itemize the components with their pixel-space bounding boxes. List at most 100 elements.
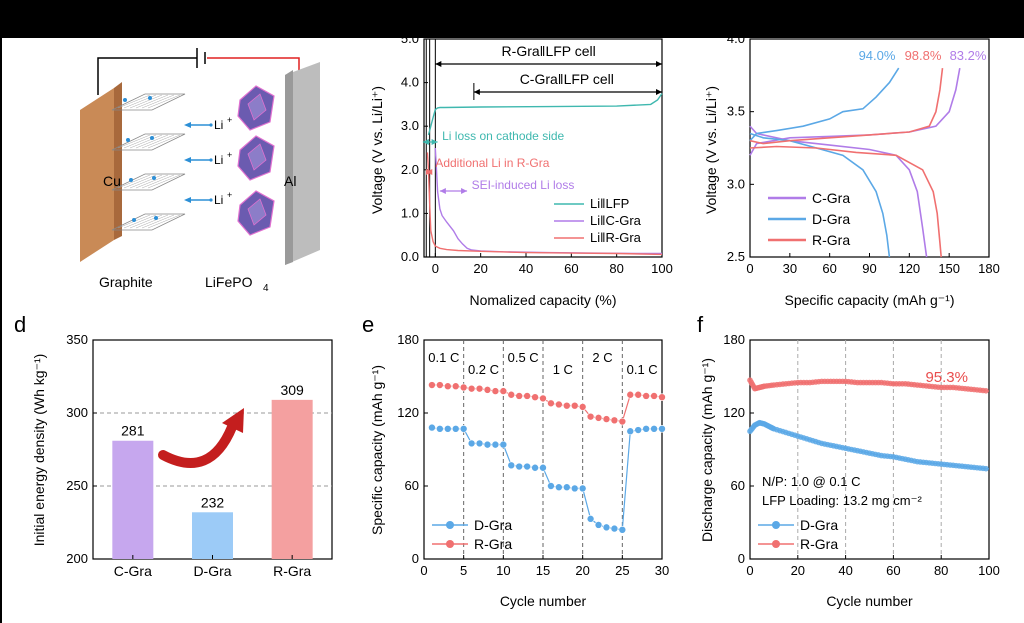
chart-b-add-li-label: Additional Li in R-Gra — [435, 156, 549, 170]
chart-e-xtick-label: 20 — [575, 563, 589, 578]
chart-e-data-point — [562, 483, 571, 492]
chart-c-xtick-label: 60 — [822, 261, 836, 276]
chart-d-bar-value: 232 — [201, 494, 225, 510]
chart-b-series-line — [427, 93, 663, 136]
lfp-octahedron-face — [247, 143, 267, 171]
chart-e-data-point — [618, 417, 627, 426]
chart-e-data-point — [428, 381, 436, 389]
lfp-octahedron-face — [247, 93, 267, 121]
chart-e-data-point — [499, 387, 508, 395]
chart-f-data-point — [983, 387, 989, 394]
graphene-bond — [141, 214, 175, 229]
chart-c-r-gra-efficiency: 98.8% — [905, 48, 942, 63]
chart-e-ytick-label: 60 — [405, 478, 419, 493]
graphene-bond — [117, 94, 151, 109]
chart-f-np-ratio-label: N/P: 1.0 @ 0.1 C — [762, 474, 860, 489]
chart-e-data-point — [483, 386, 492, 394]
chart-e-rate-label: 1 C — [553, 362, 573, 377]
chart-f-legend-label: D-Gra — [800, 517, 838, 533]
chart-b-xtick-label: 60 — [564, 261, 578, 276]
chart-e-data-point — [578, 403, 587, 411]
li-ion-dot — [154, 216, 158, 220]
chart-b-cgra-cell-label: C-Gra‖LFP cell — [520, 71, 614, 87]
graphene-sheet — [111, 133, 186, 151]
chart-e-data-point — [436, 381, 444, 389]
chart-b-xtick-label: 20 — [473, 261, 487, 276]
chart-d-ylabel: Initial energy density (Wh kg⁻¹) — [31, 354, 47, 547]
chart-f-xtick-label: 100 — [978, 563, 1000, 578]
chart-d-xtick-label: D-Gra — [193, 563, 231, 579]
chart-e-data-point — [539, 394, 547, 403]
lfp-crystal-cluster — [237, 85, 275, 131]
li-label: Li — [214, 153, 223, 167]
chart-b-ytick-label: 0.0 — [401, 249, 419, 264]
chart-c-xtick-label: 0 — [746, 261, 753, 276]
panel-letter-b: b — [362, 14, 374, 39]
chart-e-data-point — [594, 414, 603, 422]
chart-b-cgra-span-arrow-head — [473, 89, 480, 95]
chart-e-data-point — [626, 390, 635, 399]
graphite-layer — [111, 213, 186, 231]
li-ion-dot — [209, 123, 213, 127]
panel-letter-c: c — [697, 14, 708, 39]
li-charge-superscript: + — [227, 190, 232, 200]
graphene-bond — [117, 134, 151, 149]
chart-c-ytick-label: 4.0 — [727, 31, 745, 46]
panel-letter-e: e — [362, 312, 374, 337]
chart-e-rate-label: 0.1 C — [428, 350, 459, 365]
chart-b-legend-label: Li‖R-Gra — [590, 230, 642, 245]
li-ion-dot — [148, 96, 152, 100]
chart-e-legend-label: D-Gra — [474, 517, 512, 533]
graphene-bond — [129, 134, 163, 149]
chart-f-ytick-label: 0 — [738, 551, 745, 566]
chart-f-xtick-label: 40 — [838, 563, 852, 578]
chart-e-data-point — [610, 524, 619, 533]
chart-f-ytick-label: 180 — [723, 332, 745, 347]
chart-e-data-point — [499, 440, 508, 449]
chart-b-rgra-cell-label: R-Gra‖LFP cell — [502, 43, 596, 59]
chart-b-series-line — [426, 152, 663, 256]
chart-e-data-point — [602, 415, 611, 423]
chart-e-data-point — [515, 462, 524, 471]
graphene-bond — [141, 174, 175, 189]
chart-e-xtick-label: 10 — [496, 563, 510, 578]
chart-b-ytick-label: 3.0 — [401, 118, 419, 133]
chart-d-ytick-label: 300 — [66, 405, 88, 420]
lfp-label: LiFePO — [205, 274, 253, 290]
li-migration-arrowhead — [184, 197, 191, 203]
chart-e-data-point — [459, 383, 468, 392]
chart-c-xtick-label: 30 — [783, 261, 797, 276]
chart-e-data-point — [578, 484, 587, 493]
chart-e-data-point — [570, 401, 579, 410]
li-label: Li — [214, 193, 223, 207]
chart-e-data-point — [443, 382, 452, 391]
chart-e-data-point — [642, 425, 650, 433]
graphene-bond — [135, 94, 169, 109]
chart-e-rate-label: 0.5 C — [508, 350, 539, 365]
chart-e-legend-marker — [446, 521, 454, 529]
chart-c-xtick-label: 150 — [938, 261, 960, 276]
chart-c-series-line — [749, 67, 900, 142]
li-ion-dot — [132, 218, 136, 222]
chart-e-data-point — [475, 384, 484, 393]
chart-e-data-point — [570, 484, 579, 493]
chart-e-data-point — [507, 461, 516, 470]
lfp-crystal-cluster — [237, 190, 275, 236]
chart-f-ytick-label: 120 — [723, 405, 745, 420]
li-ion-dot — [129, 178, 133, 182]
chart-e-ytick-label: 120 — [397, 405, 419, 420]
graphene-sheet — [111, 173, 186, 191]
chart-d-ytick-label: 200 — [66, 551, 88, 566]
chart-e-xlabel: Cycle number — [500, 593, 587, 609]
cu-current-collector-front — [80, 88, 114, 262]
chart-d-bar-r-gra — [271, 399, 313, 559]
chart-e-data-point — [586, 515, 595, 523]
chart-b-cgra-span-arrow-head — [656, 89, 662, 95]
chart-b-sei-label: SEI-induced Li loss — [472, 178, 575, 192]
graphene-bond — [141, 134, 175, 149]
lfp-octahedron-face — [247, 198, 267, 226]
li-ion-dot — [152, 176, 156, 180]
chart-b-xtick-label: 0 — [432, 261, 439, 276]
chart-b-rgra-span-arrow-head — [435, 61, 442, 67]
chart-e-data-point — [650, 392, 658, 400]
